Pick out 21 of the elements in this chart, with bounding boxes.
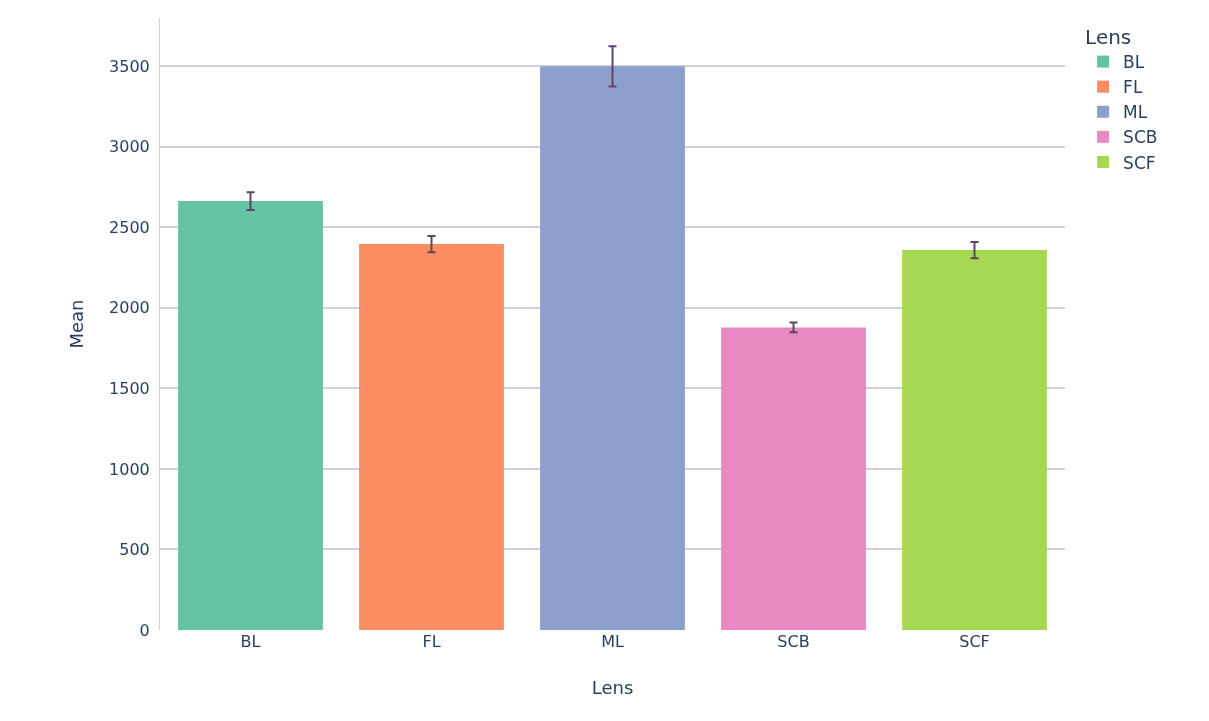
x-tick-label: FL	[422, 632, 441, 651]
legend-label: BL	[1123, 52, 1145, 73]
y-tick-label: 1000	[109, 459, 150, 479]
y-tick-label: 2500	[109, 217, 150, 237]
y-tick-label: 3000	[109, 137, 150, 157]
legend-title: Lens	[1085, 25, 1132, 49]
y-tick-label: 3500	[109, 56, 150, 76]
y-axis-title: Mean	[66, 299, 88, 349]
x-tick-label: BL	[240, 632, 261, 651]
y-tick-label: 2000	[109, 298, 150, 318]
legend-label: SCF	[1123, 152, 1156, 173]
x-tick-label: SCF	[959, 632, 990, 651]
x-tick-label: SCB	[777, 632, 810, 651]
y-tick-label: 0	[139, 620, 150, 640]
legend-label: SCB	[1123, 127, 1158, 148]
x-tick-label: ML	[601, 632, 624, 651]
y-tick-label: 1500	[109, 379, 150, 399]
x-axis-title: Lens	[591, 677, 634, 698]
y-tick-label: 500	[119, 540, 150, 560]
legend-label: ML	[1123, 102, 1148, 123]
legend-label: FL	[1123, 77, 1143, 98]
